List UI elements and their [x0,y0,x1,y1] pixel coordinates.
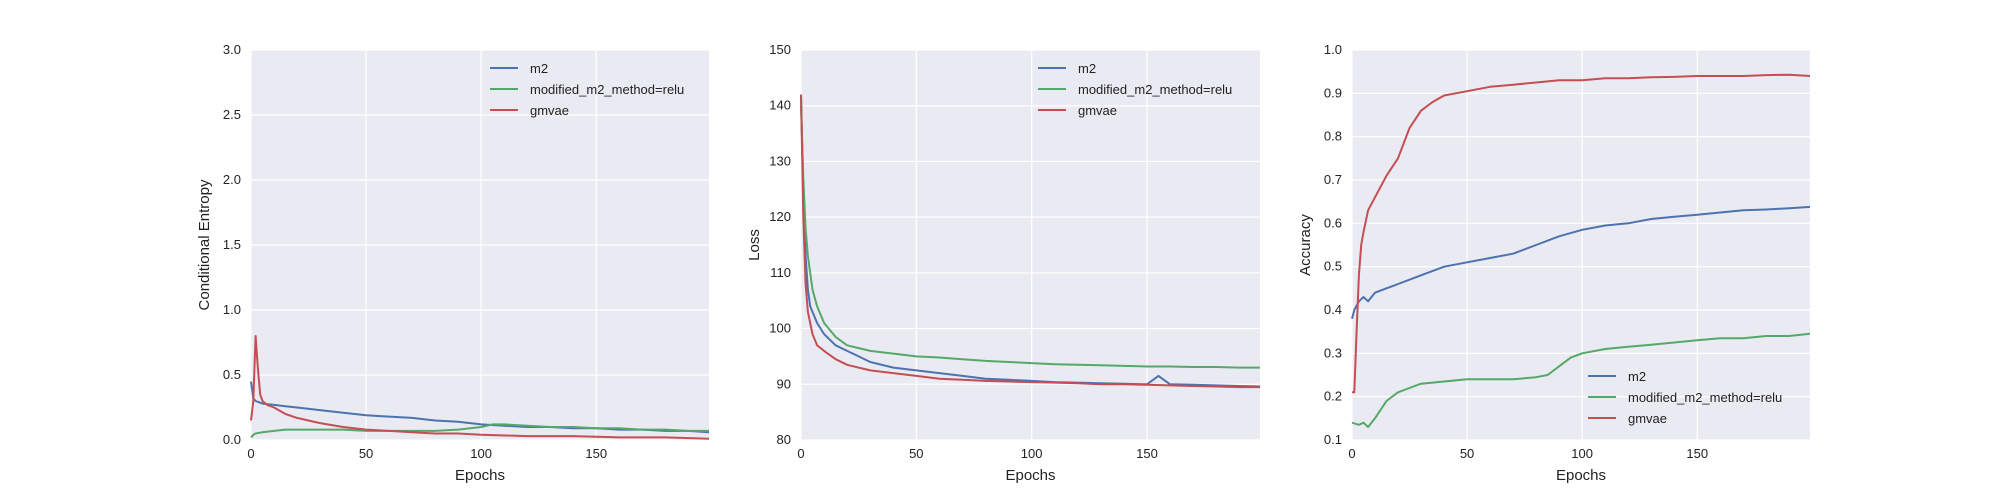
y-tick-label: 0.4 [1324,302,1342,317]
legend-entry: modified_m2_method=relu [1078,82,1232,97]
y-axis-label: Loss [746,229,763,261]
y-tick-label: 80 [777,432,791,447]
y-tick-label: 130 [769,153,791,168]
x-tick-label: 0 [247,446,254,461]
x-tick-label: 150 [1136,446,1158,461]
x-axis-label: Epochs [1005,467,1055,484]
y-tick-label: 2.0 [223,172,241,187]
x-axis-label: Epochs [1556,467,1606,484]
legend-entry: gmvae [1628,411,1667,426]
x-tick-label: 0 [797,446,804,461]
legend-entry: modified_m2_method=relu [530,82,684,97]
plot-area [801,50,1260,440]
chart-panel-2: 80 90 100 110 120 130 140 150 0 50 100 150 Epochs Los… [746,42,1261,484]
y-tick-label: 0.5 [223,367,241,382]
y-axis-label: Accuracy [1297,214,1314,276]
x-tick-label: 100 [1571,446,1593,461]
series-line-m2 [800,94,1261,388]
x-tick-label: 50 [1460,446,1474,461]
series-line-modified_m2_method=relu [250,423,709,439]
series-line-modified_m2_method=relu [1351,332,1811,428]
y-tick-label: 0.7 [1324,172,1342,187]
y-tick-label: 1.0 [1324,42,1342,57]
y-tick-label: 3.0 [223,42,241,57]
y-tick-label: 1.5 [223,237,241,252]
x-tick-label: 0 [1348,446,1355,461]
series-line-gmvae [1352,73,1811,394]
y-tick-label: 0.1 [1324,432,1342,447]
y-axis-label: Conditional Entropy [196,179,213,310]
legend-entry: m2 [1078,61,1096,76]
y-tick-label: 120 [769,209,791,224]
legend-entry: modified_m2_method=relu [1628,390,1782,405]
legend-entry: m2 [530,61,548,76]
y-tick-label: 90 [777,376,791,391]
series-line-modified_m2_method=relu [800,105,1260,369]
x-tick-label: 100 [470,446,492,461]
y-tick-label: 0.9 [1324,85,1342,100]
series-line-m2 [250,381,710,434]
legend-entry: gmvae [530,103,569,118]
y-tick-label: 110 [770,265,791,280]
x-axis-label: Epochs [455,467,505,484]
y-tick-label: 150 [769,42,791,57]
x-tick-label: 150 [1686,446,1708,461]
y-tick-label: 140 [769,98,791,113]
series-line-gmvae [250,335,710,440]
y-tick-label: 0.8 [1324,129,1342,144]
y-tick-label: 0.5 [1324,259,1342,274]
x-tick-label: 150 [585,446,607,461]
legend-entry: gmvae [1078,103,1117,118]
y-tick-label: 0.3 [1324,345,1342,360]
y-tick-label: 2.5 [223,107,241,122]
plot-area [1352,50,1810,440]
x-tick-label: 100 [1021,446,1043,461]
y-tick-label: 100 [769,321,791,336]
x-tick-label: 50 [909,446,923,461]
series-line-m2 [1351,205,1811,319]
y-tick-label: 0.0 [223,432,241,447]
legend-entry: m2 [1628,369,1646,384]
chart-panel-1: 0.0 0.5 1.0 1.5 2.0 2.5 3.0 0 50 100 150 Epochs Cond… [196,42,710,484]
x-tick-label: 50 [359,446,373,461]
series-line-gmvae [800,94,1260,389]
y-tick-label: 0.2 [1324,389,1342,404]
y-tick-label: 1.0 [223,302,241,317]
chart-panel-3: 0.1 0.2 0.3 0.4 0.5 0.6 0.7 0.8 0.9 1.0 0 50 100 150 E… [1297,42,1811,484]
y-tick-label: 0.6 [1324,215,1342,230]
